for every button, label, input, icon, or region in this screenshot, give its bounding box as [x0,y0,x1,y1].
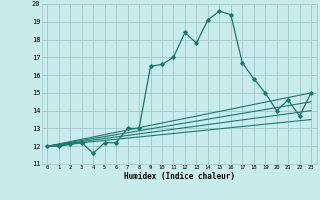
X-axis label: Humidex (Indice chaleur): Humidex (Indice chaleur) [124,172,235,181]
